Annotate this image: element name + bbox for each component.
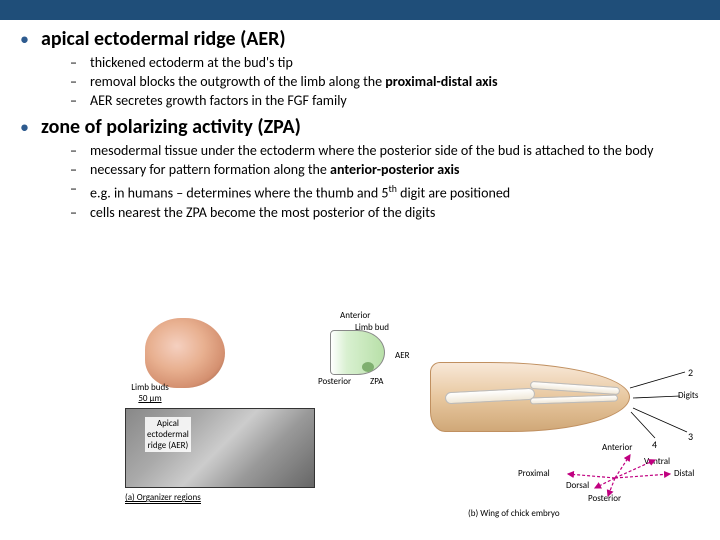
zpa-sub-4-text: cells nearest the ZPA become the most po…: [90, 204, 700, 222]
aer-sub-1: – thickened ectoderm at the bud's tip: [70, 54, 700, 72]
aer-sub-2-pre: removal blocks the outgrowth of the limb…: [90, 73, 385, 90]
bullet-zpa: • zone of polarizing activity (ZPA): [20, 114, 700, 140]
figures-region: Limb buds 50 µm Apical ectodermal ridge …: [0, 310, 720, 540]
aer-sub-1-text: thickened ectoderm at the bud's tip: [90, 54, 700, 72]
figure-b: 2 Digits 3 4 Anterior Proximal Dorsal Ve…: [430, 350, 710, 520]
bullet-dot-icon: •: [20, 26, 29, 52]
zpa-sub-3-post: digit are positioned: [397, 185, 510, 202]
aer-label-block: Apical ectodermal ridge (AER): [145, 417, 191, 452]
zpa-sub-1-text: mesodermal tissue under the ectoderm whe…: [90, 142, 700, 160]
bullet-dot-icon: •: [20, 114, 29, 140]
zpa-sub-2: – necessary for pattern formation along …: [70, 161, 700, 179]
aer-sublist: – thickened ectoderm at the bud's tip – …: [20, 54, 700, 110]
dash-icon: –: [70, 142, 80, 160]
digit-3-label: 3: [688, 430, 693, 443]
zpa-sub-3: – e.g. in humans – determines where the …: [70, 180, 700, 203]
slide-content: • apical ectodermal ridge (AER) – thicke…: [0, 20, 720, 222]
zpa-sub-3-pre: e.g. in humans – determines where the th…: [90, 185, 389, 202]
caption-b: (b) Wing of chick embryo: [468, 508, 560, 519]
mid-zpa-label: ZPA: [370, 376, 383, 387]
aer-sub-2-bold: proximal-distal axis: [385, 73, 497, 90]
aer-sub-3-text: AER secretes growth factors in the FGF f…: [90, 92, 700, 110]
caption-a: (a) Organizer regions: [125, 492, 201, 504]
dash-icon: –: [70, 92, 80, 110]
aer-l2: ectodermal: [147, 429, 189, 440]
dash-icon: –: [70, 54, 80, 72]
aer-sub-2-text: removal blocks the outgrowth of the limb…: [90, 73, 700, 91]
scale-bar-text: 50 µm: [138, 393, 161, 404]
limb-buds-text: Limb buds: [131, 382, 169, 393]
zpa-sublist: – mesodermal tissue under the ectoderm w…: [20, 142, 700, 222]
zpa-sub-3-sup: th: [389, 183, 397, 195]
mid-aer-label: AER: [395, 350, 410, 361]
aer-l3: ridge (AER): [148, 440, 189, 451]
zpa-sub-4: – cells nearest the ZPA become the most …: [70, 204, 700, 222]
dash-icon: –: [70, 161, 80, 179]
mid-limbbud-label: Limb bud: [355, 322, 389, 333]
mid-anterior-label: Anterior: [340, 310, 370, 321]
dash-icon: –: [70, 180, 80, 198]
right-proximal-label: Proximal: [518, 468, 550, 479]
embryo-illustration: [145, 318, 225, 388]
axes-compass: [560, 450, 690, 500]
digits-label: Digits: [678, 390, 698, 401]
dash-icon: –: [70, 204, 80, 222]
aer-sub-3: – AER secretes growth factors in the FGF…: [70, 92, 700, 110]
zpa-region-shape: [362, 362, 374, 372]
bullet-zpa-title: zone of polarizing activity (ZPA): [41, 114, 301, 140]
bullet-aer: • apical ectodermal ridge (AER): [20, 26, 700, 52]
aer-l1: Apical: [157, 418, 179, 429]
aer-sub-2: – removal blocks the outgrowth of the li…: [70, 73, 700, 91]
zpa-sub-1: – mesodermal tissue under the ectoderm w…: [70, 142, 700, 160]
zpa-sub-3-text: e.g. in humans – determines where the th…: [90, 180, 700, 203]
zpa-sub-2-bold: anterior-posterior axis: [330, 161, 459, 178]
zpa-sub-2-pre: necessary for pattern formation along th…: [90, 161, 330, 178]
slide-header-bar: [0, 0, 720, 20]
limb-buds-label: Limb buds 50 µm: [115, 382, 185, 404]
bullet-aer-title: apical ectodermal ridge (AER): [41, 26, 286, 52]
zpa-sub-2-text: necessary for pattern formation along th…: [90, 161, 700, 179]
digit-leader-lines: [625, 370, 695, 440]
digit-2-label: 2: [688, 366, 693, 379]
dash-icon: –: [70, 73, 80, 91]
limb-bud-diagram: Anterior Limb bud AER ZPA Posterior: [310, 310, 420, 400]
limb-bud-shape: [330, 330, 385, 375]
mid-posterior-label: Posterior: [318, 376, 351, 387]
